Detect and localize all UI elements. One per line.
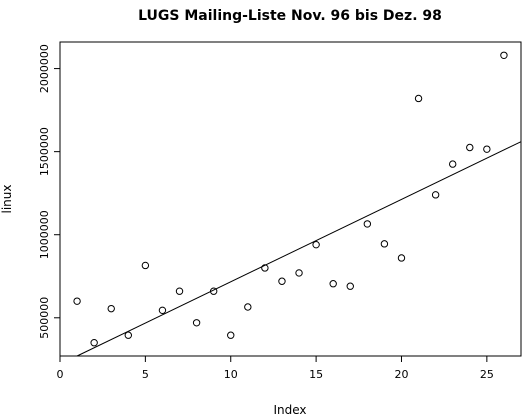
x-tick-label: 0 (57, 368, 64, 381)
data-points (73, 51, 508, 347)
regression-line (76, 141, 522, 357)
x-tick-label: 15 (309, 368, 323, 381)
x-tick-label: 25 (480, 368, 494, 381)
data-point (414, 94, 423, 103)
data-point (483, 145, 491, 153)
y-tick-label: 1000000 (38, 210, 51, 259)
data-point (90, 339, 98, 347)
data-point (244, 303, 252, 311)
data-point (209, 287, 218, 295)
data-point (107, 304, 115, 313)
x-axis-label: Index (273, 403, 306, 417)
data-point (329, 280, 337, 288)
y-axis: 500000 1000000 1500000 2000000 (38, 44, 60, 339)
data-point (158, 306, 167, 315)
data-point (431, 191, 440, 199)
x-tick-label: 5 (142, 368, 149, 381)
data-point (124, 331, 132, 339)
plot-frame (59, 41, 522, 357)
data-point (449, 160, 457, 168)
data-point (312, 240, 320, 249)
data-point (363, 220, 372, 228)
x-tick-label: 20 (394, 368, 408, 381)
data-point (346, 282, 354, 290)
data-point (141, 261, 150, 270)
data-point (175, 287, 184, 295)
data-point (73, 297, 81, 305)
data-point (397, 254, 406, 262)
chart-title: LUGS Mailing-Liste Nov. 96 bis Dez. 98 (138, 8, 442, 24)
y-tick-label: 1500000 (38, 127, 51, 176)
x-tick-label: 10 (224, 368, 238, 381)
data-point (192, 319, 201, 327)
y-tick-label: 2000000 (38, 44, 51, 93)
data-point (466, 143, 474, 152)
data-point (261, 264, 269, 272)
data-point (380, 240, 389, 248)
y-axis-label: linux (0, 185, 14, 214)
data-point (295, 269, 303, 277)
data-point (500, 51, 508, 59)
data-point (278, 277, 286, 285)
data-point (227, 331, 235, 339)
y-tick-label: 500000 (38, 297, 51, 339)
x-axis: 0 5 10 15 20 25 (57, 356, 494, 381)
